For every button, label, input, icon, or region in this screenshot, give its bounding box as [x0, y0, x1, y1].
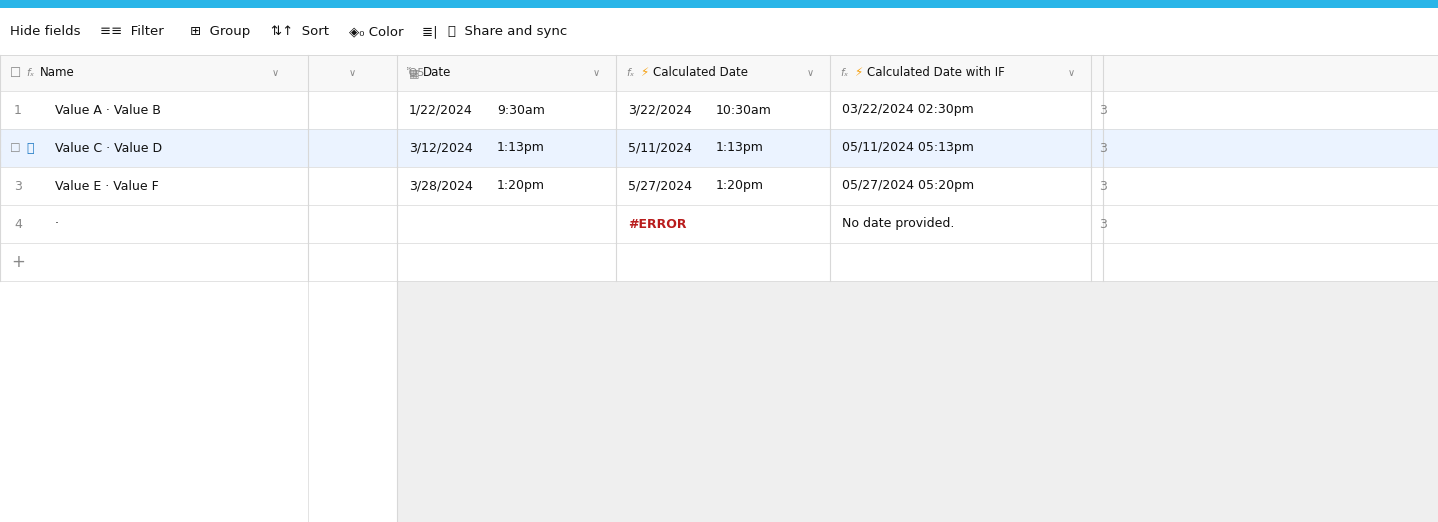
Text: 1:20pm: 1:20pm: [498, 180, 545, 193]
Text: Ὄ5: Ὄ5: [407, 68, 424, 78]
Text: +: +: [12, 253, 24, 271]
Text: ☐: ☐: [10, 141, 20, 155]
Text: 1:13pm: 1:13pm: [716, 141, 764, 155]
Bar: [0, 8, 1438, 55]
Text: 3/28/2024: 3/28/2024: [408, 180, 473, 193]
Text: ·: ·: [55, 218, 59, 231]
Text: fₓ: fₓ: [26, 68, 35, 78]
Text: 3: 3: [1099, 218, 1107, 231]
Text: Value E · Value F: Value E · Value F: [55, 180, 158, 193]
Text: 03/22/2024 02:30pm: 03/22/2024 02:30pm: [843, 103, 974, 116]
Text: ⚡: ⚡: [640, 66, 649, 79]
Text: 1/22/2024: 1/22/2024: [408, 103, 473, 116]
Text: ∨: ∨: [272, 68, 279, 78]
Bar: [0, 281, 397, 522]
Text: fₓ: fₓ: [840, 68, 848, 78]
Text: 05/27/2024 05:20pm: 05/27/2024 05:20pm: [843, 180, 974, 193]
Text: ◈₀ Color: ◈₀ Color: [349, 25, 404, 38]
Bar: [0, 91, 1438, 129]
Bar: [0, 0, 1438, 8]
Text: 5/27/2024: 5/27/2024: [628, 180, 692, 193]
Bar: [0, 205, 1438, 243]
Text: ☐: ☐: [10, 66, 22, 79]
Bar: [0, 243, 1438, 281]
Text: ⊞  Group: ⊞ Group: [190, 25, 250, 38]
Bar: [0, 129, 1438, 167]
Text: ≡≡  Filter: ≡≡ Filter: [101, 25, 164, 38]
Text: Calculated Date with IF: Calculated Date with IF: [867, 66, 1005, 79]
Text: ⚡: ⚡: [854, 66, 863, 79]
Bar: [0, 55, 1438, 91]
Text: Date: Date: [423, 66, 452, 79]
Text: ∨: ∨: [592, 68, 600, 78]
Text: 3: 3: [1099, 103, 1107, 116]
Text: ∨: ∨: [1067, 68, 1074, 78]
Text: 10:30am: 10:30am: [716, 103, 772, 116]
Text: ≣∣: ≣∣: [421, 25, 440, 38]
Text: 1: 1: [14, 103, 22, 116]
Text: Name: Name: [40, 66, 75, 79]
Text: 3/12/2024: 3/12/2024: [408, 141, 473, 155]
Text: 3: 3: [1099, 141, 1107, 155]
Text: No date provided.: No date provided.: [843, 218, 955, 231]
Text: ∨: ∨: [807, 68, 814, 78]
Text: fₓ: fₓ: [626, 68, 634, 78]
Text: Hide fields: Hide fields: [10, 25, 81, 38]
Bar: [0, 167, 1438, 205]
Bar: [397, 281, 1438, 522]
Text: #ERROR: #ERROR: [628, 218, 686, 231]
Text: Value A · Value B: Value A · Value B: [55, 103, 161, 116]
Text: 3: 3: [1099, 180, 1107, 193]
Text: 4: 4: [14, 218, 22, 231]
Text: 5/11/2024: 5/11/2024: [628, 141, 692, 155]
Text: ▦: ▦: [408, 68, 420, 78]
Text: 1:13pm: 1:13pm: [498, 141, 545, 155]
Text: ⧉  Share and sync: ⧉ Share and sync: [449, 25, 567, 38]
Text: ⇅↑  Sort: ⇅↑ Sort: [270, 25, 329, 38]
Text: 9:30am: 9:30am: [498, 103, 545, 116]
Text: Calculated Date: Calculated Date: [653, 66, 748, 79]
Text: ⤢: ⤢: [26, 141, 33, 155]
Text: ∨: ∨: [348, 68, 355, 78]
Text: 3: 3: [14, 180, 22, 193]
Text: 1:20pm: 1:20pm: [716, 180, 764, 193]
Text: 3/22/2024: 3/22/2024: [628, 103, 692, 116]
Text: 05/11/2024 05:13pm: 05/11/2024 05:13pm: [843, 141, 974, 155]
Text: Value C · Value D: Value C · Value D: [55, 141, 162, 155]
